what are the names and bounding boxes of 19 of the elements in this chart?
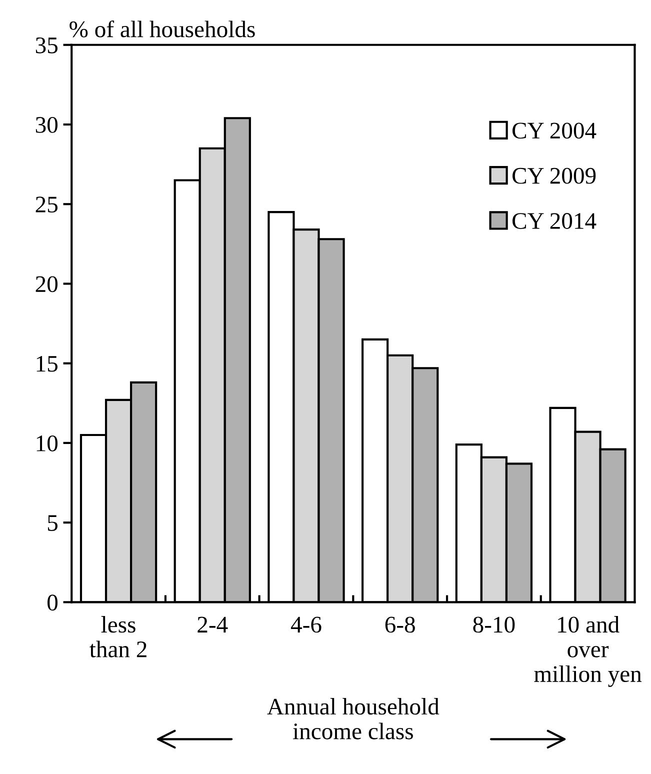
y-tick-label: 35 (36, 37, 58, 54)
y-tick-label: 5 (48, 515, 58, 531)
x-tick-label: 10 and over million yen (534, 616, 642, 687)
y-tick-label: 10 (36, 435, 58, 452)
y-tick-label: 20 (36, 276, 58, 292)
legend-label: CY 2014 (512, 213, 596, 229)
y-tick-label: 25 (36, 196, 58, 213)
legend-label: CY 2004 (512, 122, 596, 139)
x-axis-title: Annual household income class (267, 698, 440, 740)
x-tick-label: 8-10 (473, 616, 515, 633)
y-tick-label: 30 (36, 116, 58, 133)
legend-label: CY 2009 (512, 168, 596, 184)
y-axis-title: % of all households (70, 20, 255, 38)
x-tick-label: less than 2 (90, 616, 146, 658)
x-tick-label: 2-4 (198, 616, 228, 632)
y-tick-label: 0 (48, 594, 58, 611)
x-tick-label: 6-8 (385, 616, 415, 633)
y-tick-label: 15 (36, 356, 58, 372)
x-tick-label: 4-6 (290, 616, 322, 633)
